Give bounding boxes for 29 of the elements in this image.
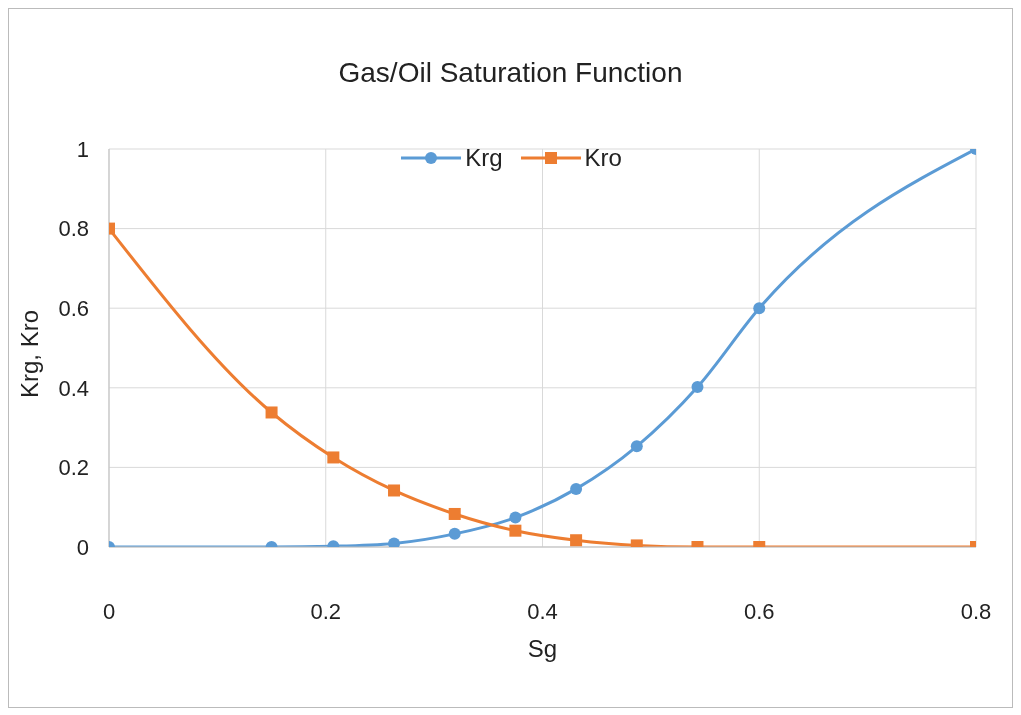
legend-label: Kro [584, 144, 622, 172]
point [509, 524, 522, 537]
y-tick-label: 0.6 [58, 296, 89, 322]
x-tick-label: 0 [102, 598, 116, 624]
point [327, 451, 340, 464]
point [448, 527, 461, 540]
x-tick-label: 0.2 [310, 598, 342, 624]
x-tick-label: 0.4 [527, 598, 558, 624]
point [265, 406, 278, 419]
point [509, 511, 522, 524]
point [570, 534, 583, 547]
point [630, 440, 643, 453]
y-tick-label: 0 [76, 534, 89, 560]
legend-label: Krg [465, 144, 503, 172]
point [691, 381, 704, 393]
x-tick-label: 0.8 [960, 598, 992, 624]
y-tick-label: 0.8 [58, 216, 89, 242]
point [570, 482, 583, 495]
y-tick-label: 0.2 [58, 455, 89, 481]
chart-title: Gas/Oil Saturation Function [337, 57, 684, 89]
y-tick-label: 0.4 [58, 375, 89, 401]
x-tick-label: 0.6 [743, 598, 775, 624]
point [448, 507, 461, 520]
point [388, 484, 401, 497]
point [388, 537, 401, 547]
y-tick-label: 1 [76, 136, 89, 162]
x-axis-title: Sg [527, 635, 558, 662]
point [753, 302, 766, 315]
y-axis-title: Krg, Kro [15, 309, 43, 398]
